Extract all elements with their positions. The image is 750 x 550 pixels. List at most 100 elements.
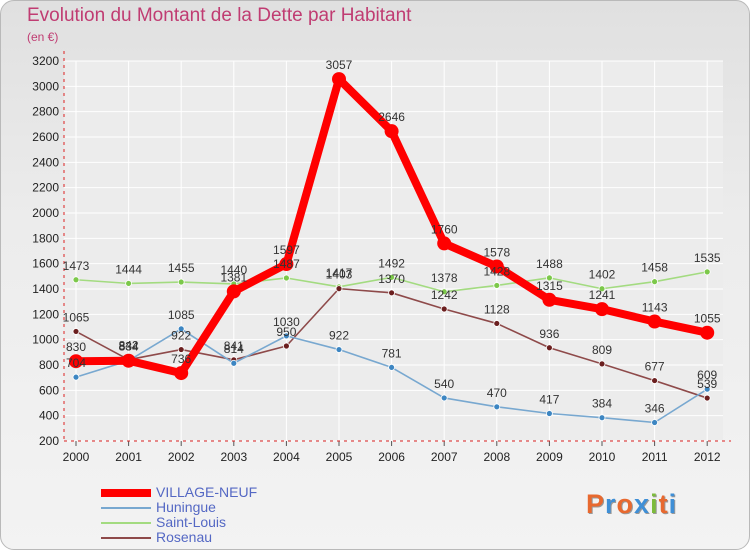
data-label-saint-louis: 1402 [589, 268, 616, 282]
chart-unit-label: (en €) [27, 30, 59, 44]
data-label-rosenau: 841 [224, 339, 244, 353]
data-point-huningue [335, 346, 343, 353]
data-point-village-neuf [279, 257, 294, 272]
y-tick-label: 1000 [32, 333, 59, 347]
data-point-saint-louis [493, 282, 501, 289]
data-point-huningue [546, 410, 553, 417]
legend-label: Saint-Louis [156, 514, 227, 530]
data-label-rosenau: 1128 [484, 302, 510, 316]
data-point-village-neuf [332, 72, 346, 87]
chart-title: Evolution du Montant de la Dette par Hab… [27, 5, 412, 26]
data-label-village-neuf: 1597 [273, 243, 300, 257]
y-tick-label: 2800 [32, 105, 59, 119]
series-saint-louis [72, 268, 711, 296]
data-point-huningue [651, 419, 658, 426]
data-point-rosenau [703, 394, 711, 402]
x-tick-label: 2001 [115, 450, 142, 464]
data-label-saint-louis: 1417 [326, 266, 353, 280]
x-tick-label: 2004 [273, 450, 300, 464]
data-point-village-neuf [437, 236, 452, 251]
data-label-saint-louis: 1378 [431, 271, 458, 285]
data-point-village-neuf [647, 314, 662, 329]
data-point-village-neuf [542, 292, 557, 307]
legend-label: VILLAGE-NEUF [156, 484, 258, 500]
legend-swatch [101, 507, 151, 509]
y-tick-label: 3000 [32, 79, 59, 93]
x-tick-label: 2010 [589, 450, 616, 464]
data-point-village-neuf [700, 325, 715, 340]
data-point-saint-louis [282, 274, 290, 282]
data-point-village-neuf [226, 284, 241, 299]
data-point-saint-louis [388, 273, 396, 281]
data-label-saint-louis: 1428 [483, 264, 510, 278]
data-point-saint-louis [598, 285, 606, 293]
data-label-rosenau: 1403 [326, 268, 353, 282]
data-point-rosenau [282, 342, 290, 350]
data-label-saint-louis: 1488 [536, 257, 563, 271]
y-tick-label: 2000 [32, 206, 59, 220]
data-label-rosenau: 922 [171, 329, 191, 343]
data-label-village-neuf: 1315 [536, 279, 563, 293]
data-label-saint-louis: 1455 [168, 261, 195, 275]
y-tick-label: 1400 [32, 282, 59, 296]
data-point-village-neuf [69, 354, 83, 369]
data-point-huningue [440, 394, 448, 402]
y-tick-label: 800 [39, 358, 59, 372]
data-label-huningue: 470 [487, 386, 507, 400]
legend-swatch [101, 489, 151, 497]
data-point-huningue [598, 414, 606, 422]
data-point-rosenau [546, 344, 553, 352]
data-point-huningue [72, 373, 80, 381]
x-tick-label: 2011 [642, 450, 668, 464]
data-point-huningue [703, 385, 711, 393]
data-label-village-neuf: 2646 [378, 110, 405, 124]
proxiti-logo: Proxiti [586, 489, 678, 519]
data-point-rosenau [598, 360, 606, 368]
data-label-rosenau: 936 [539, 327, 559, 341]
data-label-rosenau: 1242 [431, 288, 458, 302]
data-point-rosenau [651, 377, 658, 384]
x-tick-label: 2003 [220, 450, 247, 464]
data-label-rosenau: 950 [276, 325, 296, 339]
data-label-village-neuf: 1381 [220, 270, 247, 284]
data-label-saint-louis: 1487 [273, 257, 300, 271]
legend-label: Huningue [156, 499, 216, 515]
x-tick-label: 2000 [63, 450, 90, 464]
data-label-saint-louis: 1458 [641, 261, 668, 275]
y-tick-label: 1200 [32, 307, 59, 321]
x-tick-label: 2002 [168, 450, 195, 464]
data-point-rosenau [177, 346, 185, 353]
data-label-saint-louis: 1444 [115, 262, 142, 276]
series-lines [69, 72, 715, 426]
x-tick-label: 2006 [378, 450, 405, 464]
data-label-village-neuf: 1055 [694, 312, 721, 326]
plot-area [64, 61, 723, 441]
data-label-huningue: 384 [592, 397, 612, 411]
x-tick-label: 2008 [483, 450, 510, 464]
data-label-village-neuf: 1760 [431, 222, 458, 236]
data-label-saint-louis: 1492 [378, 256, 405, 270]
data-point-saint-louis [440, 288, 448, 296]
y-tick-label: 2600 [32, 130, 59, 144]
data-point-rosenau [440, 305, 448, 313]
data-label-huningue: 922 [329, 329, 349, 343]
data-point-rosenau [388, 289, 396, 297]
data-point-saint-louis [177, 278, 185, 286]
data-point-saint-louis [546, 274, 553, 282]
axes: 200 400 600 800 1000 1200 1400 1600 1800 2000 2200… [32, 51, 731, 464]
x-tick-label: 2009 [536, 450, 563, 464]
data-label-village-neuf: 1578 [483, 245, 510, 259]
data-point-saint-louis [72, 276, 80, 284]
data-label-village-neuf: 1143 [642, 301, 668, 315]
data-label-saint-louis: 1473 [63, 259, 90, 273]
data-label-huningue: 1030 [273, 315, 300, 329]
legend-label: Rosenau [156, 529, 213, 545]
data-label-huningue: 781 [382, 346, 402, 360]
data-point-village-neuf [121, 353, 136, 368]
data-label-huningue: 417 [539, 393, 559, 407]
data-point-village-neuf [489, 259, 504, 274]
data-label-rosenau: 809 [592, 343, 612, 357]
x-tick-label: 2007 [431, 450, 458, 464]
